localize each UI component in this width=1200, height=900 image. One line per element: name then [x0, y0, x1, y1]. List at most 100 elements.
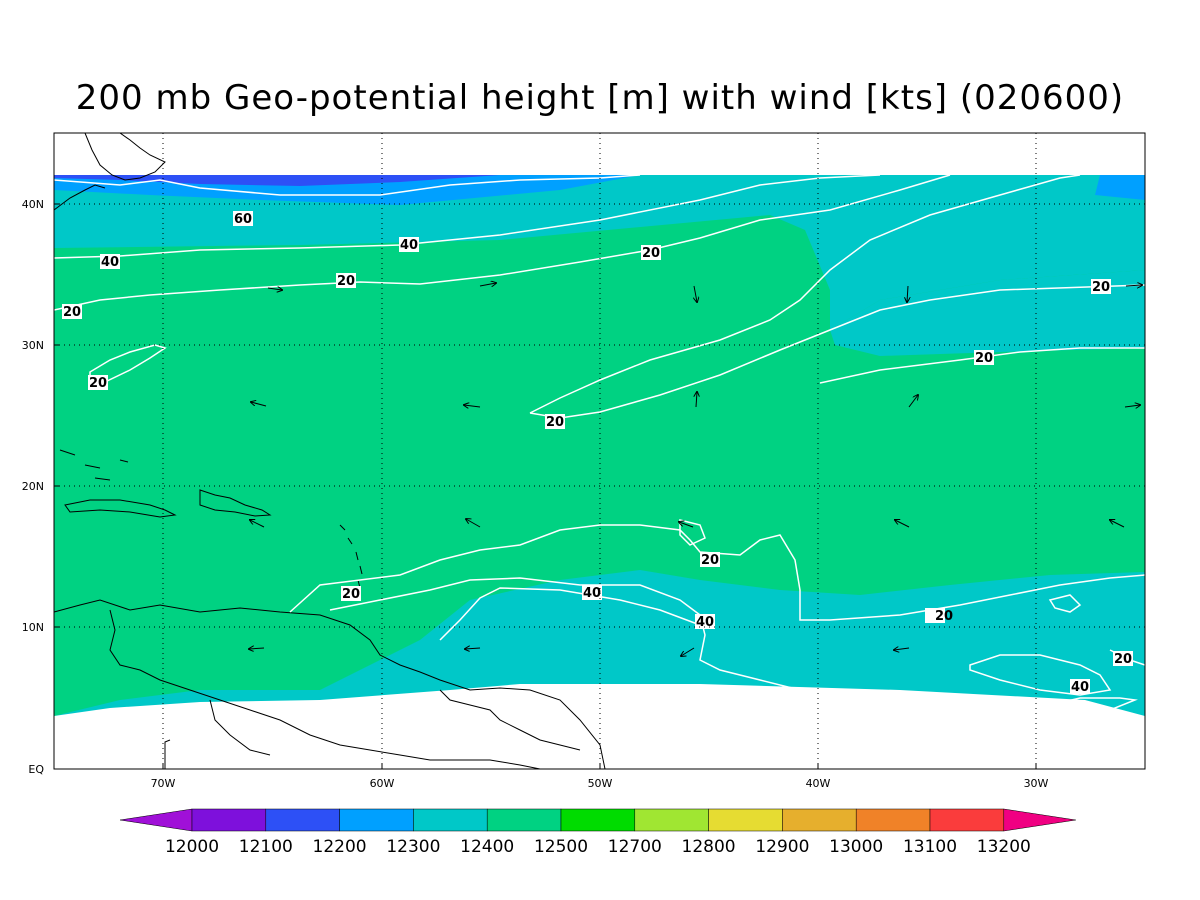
wind-vector [895, 520, 910, 528]
svg-text:20: 20 [975, 351, 993, 366]
wind-vector [681, 647, 695, 656]
wind-contour-40-mid [439, 587, 701, 641]
svg-text:20: 20 [935, 609, 953, 624]
colorbar-label: 12400 [460, 837, 514, 857]
svg-text:20: 20 [337, 274, 355, 289]
y-axis-labels: EQ 10N 20N 30N 40N [22, 198, 45, 776]
svg-text:20: 20 [642, 246, 660, 261]
colorbar: 12000 12100 12200 12300 12400 12500 12700 12800… [119, 808, 1076, 857]
colorbar-extend-high [1003, 808, 1076, 832]
tick-marks [54, 203, 1037, 769]
height-band-12300-north [54, 175, 1145, 330]
colorbar-swatch [191, 808, 267, 832]
contour-label: 20 [62, 304, 82, 320]
contour-label: 20 [1091, 279, 1111, 295]
wind-contour-20-upper-south [679, 519, 706, 546]
colorbar-swatch [265, 808, 340, 832]
wind-vector [267, 288, 282, 290]
coastline-north-america [84, 133, 166, 181]
wind-vector [1124, 405, 1140, 407]
colorbar-label: 12800 [682, 837, 736, 857]
wind-vector [907, 285, 908, 302]
contour-labels-extra: 20 20 [925, 608, 1133, 667]
colorbar-label: 12000 [165, 837, 219, 857]
coastline-guyana [439, 689, 581, 751]
wind-vector [250, 520, 265, 528]
wind-vector [696, 392, 697, 408]
wind-vector [908, 395, 918, 408]
y-tick-label: 30N [22, 339, 44, 352]
colorbar-swatch [486, 808, 562, 832]
wind-vectors [249, 283, 1142, 656]
colorbar-extend-low [119, 808, 193, 832]
contour-label: 20 [925, 608, 953, 624]
svg-text:20: 20 [89, 376, 107, 391]
svg-text:60: 60 [234, 212, 252, 227]
colorbar-label: 12300 [386, 837, 440, 857]
wind-contour-40-east [969, 654, 1112, 696]
wind-contour-20-main [54, 174, 951, 311]
contour-label: 60 [233, 211, 253, 227]
svg-text:40: 40 [101, 255, 119, 270]
colorbar-swatch [929, 808, 1005, 832]
contour-label: 20 [974, 350, 994, 366]
colorbar-swatch [782, 808, 857, 832]
colorbar-swatch [560, 808, 636, 832]
coastline-brazil-north [164, 699, 271, 769]
wind-contour-40-south [329, 577, 821, 696]
contour-label: 20 [700, 552, 720, 568]
svg-text:40: 40 [1071, 680, 1089, 695]
contour-label: 40 [399, 237, 419, 253]
colorbar-label: 12500 [534, 837, 588, 857]
y-tick-label: 40N [22, 198, 44, 211]
contour-label: 20 [545, 414, 565, 430]
colorbar-swatch [339, 808, 414, 832]
svg-text:20: 20 [1092, 280, 1110, 295]
svg-text:20: 20 [1114, 652, 1132, 667]
colorbar-swatch [413, 808, 488, 832]
wind-vector [479, 283, 496, 286]
wind-contour-60 [54, 174, 641, 196]
colorbar-label: 12200 [313, 837, 367, 857]
wind-vector [1110, 520, 1125, 528]
colorbar-label: 12900 [755, 837, 809, 857]
x-tick-label: 60W [370, 777, 395, 790]
contour-label: 20 [641, 245, 661, 261]
wind-vector [894, 648, 910, 650]
wind-vector [464, 405, 481, 407]
x-tick-label: 30W [1024, 777, 1049, 790]
svg-text:20: 20 [342, 587, 360, 602]
contour-label: 20 [341, 586, 361, 602]
colorbar-swatch [708, 808, 783, 832]
wind-vector [694, 285, 697, 302]
coastline-venezuela [54, 599, 606, 769]
coastline-nova-scotia [54, 184, 106, 211]
colorbar-label: 12700 [608, 837, 662, 857]
colorbar-label: 13200 [977, 837, 1031, 857]
wind-vector [679, 522, 694, 528]
graticule [54, 133, 1145, 769]
contour-label: 40 [1070, 679, 1090, 695]
wind-vector [251, 402, 267, 407]
height-band-12300-northeast [830, 270, 1145, 356]
wind-contour-20-east-loop [1048, 594, 1082, 613]
map-title: 200 mb Geo-potential height [m] with win… [75, 78, 1125, 118]
y-tick-label: EQ [28, 763, 44, 776]
contour-label: 20 [336, 273, 356, 289]
svg-text:20: 20 [546, 415, 564, 430]
x-tick-label: 70W [151, 777, 176, 790]
x-axis-labels: 70W 60W 50W 40W 30W [151, 777, 1049, 790]
coastline-hispaniola [199, 489, 272, 517]
svg-text:40: 40 [696, 615, 714, 630]
coastline-south-america-interior [109, 609, 541, 769]
svg-text:20: 20 [63, 305, 81, 320]
wind-contour-40-far-se [1049, 697, 1138, 711]
missing-data-south [54, 684, 1145, 769]
x-tick-label: 40W [806, 777, 831, 790]
contour-labels: 60 40 40 20 20 20 20 20 20 20 40 40 20 2… [62, 211, 1111, 695]
wind-contour-40-north [54, 174, 881, 259]
contour-label: 40 [582, 585, 602, 601]
wind-vector [1125, 285, 1142, 286]
wind-contour-20-filament [529, 174, 1081, 414]
